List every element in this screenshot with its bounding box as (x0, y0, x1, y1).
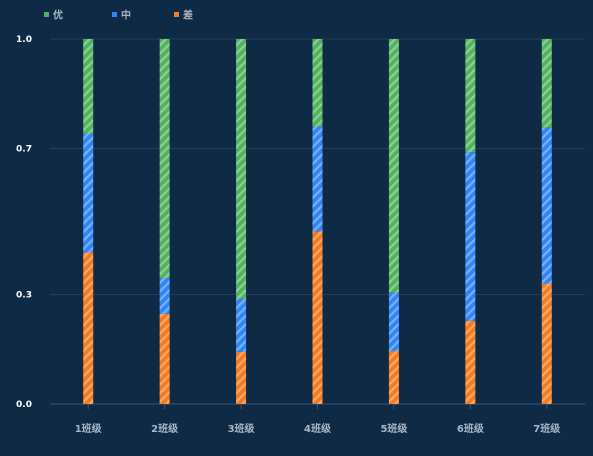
bar-segment[interactable] (159, 39, 170, 279)
legend-item[interactable]: 中 (112, 9, 131, 22)
y-tick-label: 0.3 (16, 291, 32, 301)
bar-segment[interactable] (312, 39, 323, 127)
x-tick-label: 3班级 (228, 422, 256, 435)
x-tick-label: 6班级 (457, 422, 485, 435)
bar-segment[interactable] (465, 320, 476, 404)
x-tick-label: 1班级 (75, 422, 103, 435)
bars (83, 39, 552, 404)
x-tick-label: 2班级 (151, 422, 179, 435)
bar-segment[interactable] (541, 283, 552, 404)
bar-segment[interactable] (236, 351, 247, 404)
y-tick-label: 1.0 (16, 35, 32, 45)
legend-item[interactable]: 差 (174, 9, 193, 22)
bar-stack[interactable] (465, 39, 476, 404)
bar-segment[interactable] (312, 231, 323, 404)
legend-swatch (174, 12, 179, 17)
bar-segment[interactable] (236, 298, 247, 352)
y-axis: 1.0 0.7 0.3 0.0 (16, 35, 32, 410)
bar-segment[interactable] (83, 133, 94, 253)
x-tick-label: 4班级 (304, 422, 332, 435)
legend-swatch (112, 12, 117, 17)
legend-label: 优 (53, 9, 63, 22)
x-axis: 1班级 2班级 3班级 4班级 5班级 6班级 7班级 (75, 404, 561, 435)
bar-segment[interactable] (83, 39, 94, 134)
bar-segment[interactable] (465, 152, 476, 321)
bar-segment[interactable] (388, 39, 399, 293)
bar-segment[interactable] (388, 292, 399, 352)
x-tick-label: 5班级 (380, 422, 408, 435)
bar-stack[interactable] (541, 39, 552, 404)
legend-label: 差 (183, 9, 193, 22)
legend-swatch (44, 12, 49, 17)
bar-stack[interactable] (83, 39, 94, 404)
y-tick-label: 0.0 (16, 400, 32, 410)
y-tick-label: 0.7 (16, 145, 32, 155)
bar-segment[interactable] (236, 39, 247, 299)
bar-stack[interactable] (159, 39, 170, 404)
bar-segment[interactable] (159, 278, 170, 314)
bar-segment[interactable] (312, 126, 323, 232)
legend-item[interactable]: 优 (44, 9, 63, 22)
bar-segment[interactable] (388, 351, 399, 404)
bar-stack[interactable] (312, 39, 323, 404)
bar-segment[interactable] (159, 313, 170, 404)
legend-label: 中 (121, 9, 131, 22)
bar-segment[interactable] (541, 39, 552, 128)
bar-segment[interactable] (83, 252, 94, 404)
bar-segment[interactable] (465, 39, 476, 153)
x-tick-label: 7班级 (533, 422, 561, 435)
bar-stack[interactable] (236, 39, 247, 404)
legend: 优中差 (44, 9, 193, 22)
bar-stack[interactable] (388, 39, 399, 404)
bar-segment[interactable] (541, 127, 552, 284)
